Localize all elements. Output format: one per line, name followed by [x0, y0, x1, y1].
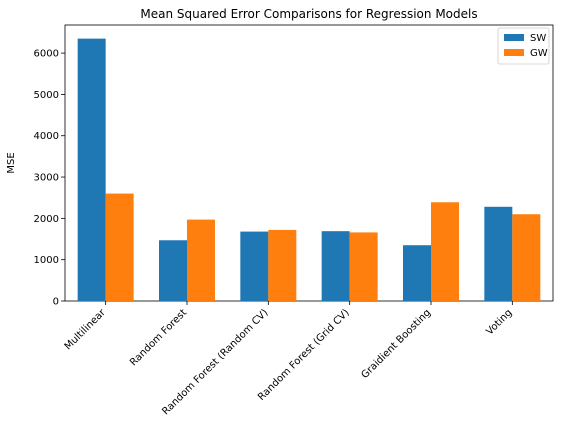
- y-tick-label: 5000: [34, 90, 59, 101]
- bar-gw: [105, 193, 134, 301]
- bar-gw: [187, 219, 215, 301]
- bar-gw: [349, 232, 378, 301]
- y-axis: 0 1000 2000 3000 4000 5000 6000: [34, 49, 65, 308]
- bar-gw: [431, 202, 459, 301]
- bar-sw: [403, 245, 431, 301]
- bar-sw: [484, 206, 513, 301]
- y-axis-label: MSE: [6, 152, 17, 173]
- bars-group: [77, 38, 541, 301]
- legend-swatch: [504, 34, 524, 41]
- legend-label: GW: [530, 48, 548, 59]
- bar-sw: [77, 38, 106, 301]
- chart-title: Mean Squared Error Comparisons for Regre…: [140, 7, 477, 21]
- x-tick-label: Graidient Boosting: [359, 307, 433, 381]
- y-tick-label: 3000: [34, 173, 59, 184]
- y-tick-label: 4000: [34, 131, 59, 142]
- bar-gw: [512, 214, 541, 301]
- y-tick-label: 0: [53, 297, 59, 308]
- legend: SW GW: [497, 27, 550, 65]
- bar-sw: [240, 231, 269, 301]
- y-tick-label: 2000: [34, 214, 59, 225]
- legend-swatch: [504, 49, 524, 56]
- x-tick-label: Random Forest: [128, 307, 189, 368]
- bar-sw: [321, 231, 350, 301]
- legend-label: SW: [530, 33, 546, 44]
- x-tick-label: Voting: [484, 307, 514, 337]
- bar-sw: [159, 240, 187, 301]
- y-tick-label: 1000: [34, 255, 59, 266]
- x-tick-label: Random Forest (Grid CV): [256, 307, 352, 403]
- x-tick-label: Multilinear: [63, 307, 109, 353]
- plot-area: [64, 24, 554, 302]
- y-tick-label: 6000: [34, 49, 59, 60]
- bar-gw: [268, 229, 297, 301]
